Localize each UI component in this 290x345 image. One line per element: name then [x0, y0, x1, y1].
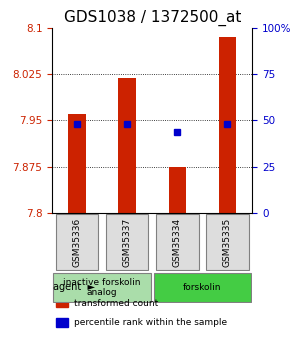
Bar: [56, 318, 68, 327]
Text: inactive forskolin
analog: inactive forskolin analog: [64, 278, 141, 297]
FancyBboxPatch shape: [153, 273, 251, 302]
FancyBboxPatch shape: [206, 215, 249, 270]
Text: agent  ►: agent ►: [53, 282, 95, 292]
Bar: [168, 167, 186, 213]
Text: GSM35335: GSM35335: [223, 218, 232, 267]
Text: GSM35336: GSM35336: [73, 218, 82, 267]
Text: forskolin: forskolin: [183, 283, 222, 292]
FancyBboxPatch shape: [106, 215, 148, 270]
Text: percentile rank within the sample: percentile rank within the sample: [74, 318, 227, 327]
Text: GSM35337: GSM35337: [123, 218, 132, 267]
Text: transformed count: transformed count: [74, 299, 158, 308]
Bar: [119, 78, 136, 213]
FancyBboxPatch shape: [156, 215, 199, 270]
FancyBboxPatch shape: [56, 215, 99, 270]
Bar: [68, 114, 86, 213]
FancyBboxPatch shape: [53, 273, 151, 302]
Title: GDS1038 / 1372500_at: GDS1038 / 1372500_at: [64, 10, 241, 26]
Text: GSM35334: GSM35334: [173, 218, 182, 267]
Bar: [56, 299, 68, 307]
Bar: [219, 37, 236, 213]
